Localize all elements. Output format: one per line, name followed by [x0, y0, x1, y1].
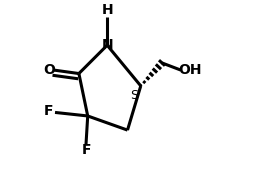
Text: F: F — [82, 143, 91, 157]
Text: H: H — [101, 3, 113, 17]
Text: S: S — [129, 89, 137, 102]
Text: O: O — [43, 63, 55, 77]
Text: N: N — [101, 38, 113, 52]
Text: F: F — [44, 104, 53, 118]
Text: OH: OH — [178, 63, 201, 77]
